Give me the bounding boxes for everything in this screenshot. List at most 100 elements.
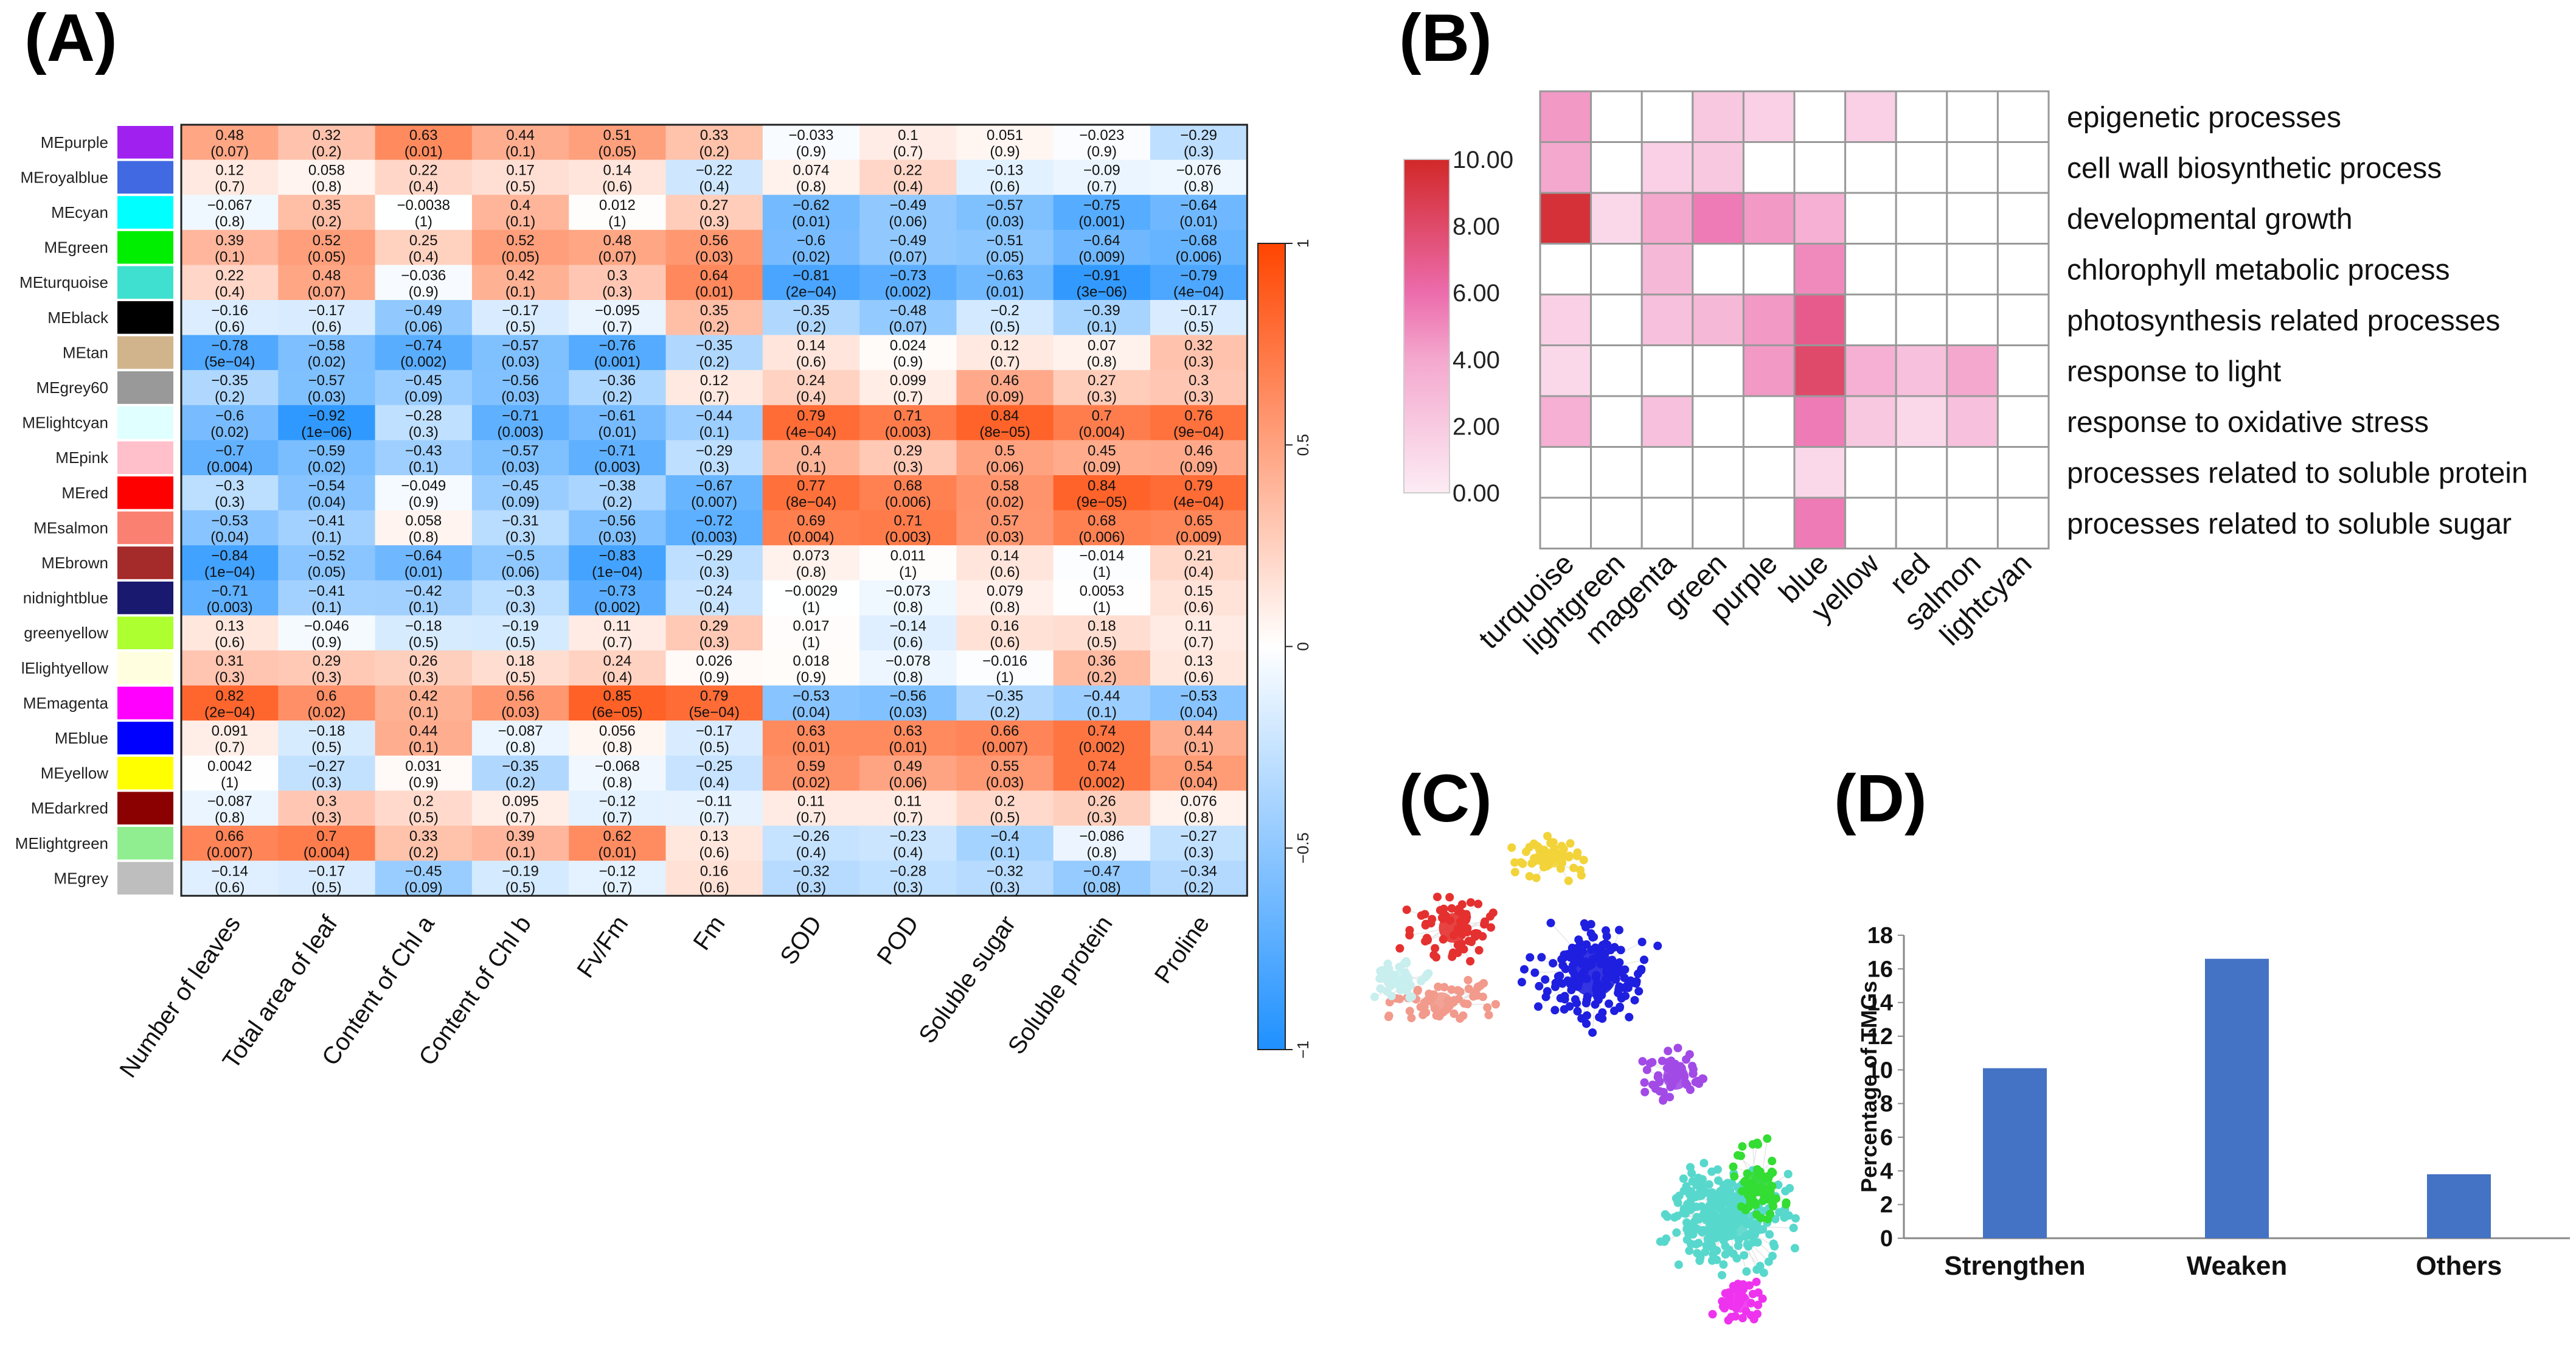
network-node [1384, 1012, 1393, 1022]
network-node [1754, 1140, 1763, 1149]
heatmap-cell [1053, 860, 1151, 896]
cell-pvalue: (1) [415, 214, 432, 230]
heatmap-cell [569, 125, 666, 161]
network-node [1625, 1012, 1634, 1022]
network-node [1449, 1009, 1459, 1018]
enrichment-cell [1692, 344, 1745, 397]
cell-correlation: 0.63 [894, 723, 922, 739]
cell-pvalue: (0.3) [699, 564, 729, 580]
cell-pvalue: (0.5) [505, 669, 535, 686]
cell-correlation: 0.018 [793, 653, 829, 669]
cell-correlation: −0.076 [1176, 162, 1221, 179]
network-node [1614, 925, 1623, 935]
heatmap-cell [859, 860, 957, 896]
network-node [1401, 957, 1411, 966]
enrichment-cell [1742, 395, 1796, 448]
enrichment-cell [1742, 141, 1796, 194]
cell-correlation: 0.77 [797, 478, 825, 494]
heatmap-cell [1150, 125, 1248, 161]
network-node [1566, 839, 1575, 848]
category-label: Weaken [2187, 1251, 2288, 1281]
heatmap-cell [859, 545, 957, 581]
network-node [1765, 1230, 1774, 1239]
cell-pvalue: (0.5) [311, 739, 341, 756]
heatmap-cell [569, 300, 666, 336]
heatmap-cell [375, 545, 473, 581]
cell-correlation: 0.32 [1184, 338, 1213, 354]
cell-correlation: 0.058 [308, 162, 345, 179]
y-tick-label: 2 [1880, 1193, 1893, 1218]
cell-correlation: 0.31 [215, 653, 244, 669]
heatmap-cell [569, 720, 666, 756]
category-label: Strengthen [1944, 1251, 2085, 1281]
cell-correlation: 0.14 [797, 338, 825, 354]
cell-pvalue: (0.3) [1087, 809, 1117, 826]
heatmap-cell [762, 475, 860, 511]
network-node [1640, 1078, 1649, 1087]
cell-correlation: 0.22 [409, 162, 438, 179]
cell-pvalue: (0.9) [893, 354, 923, 371]
network-node [1453, 941, 1462, 950]
network-node [1483, 1003, 1492, 1012]
cell-pvalue: (0.06) [889, 775, 927, 791]
enrichment-cell [1742, 497, 1796, 549]
heatmap-cell [665, 265, 763, 301]
cell-pvalue: (0.03) [308, 389, 346, 405]
cell-pvalue: (0.7) [699, 389, 729, 405]
heatmap-cell [762, 860, 860, 896]
enrichment-cell [1742, 344, 1796, 397]
cell-pvalue: (0.3) [505, 529, 535, 546]
cell-correlation: −0.35 [696, 338, 733, 354]
cell-correlation: −0.32 [987, 863, 1024, 880]
cell-correlation: −0.046 [304, 618, 349, 634]
module-color-swatch [117, 511, 173, 545]
go-term-label: photosynthesis related processes [2067, 305, 2500, 337]
heatmap-cell [569, 755, 666, 791]
network-node [1662, 1234, 1671, 1243]
heatmap-cell [278, 300, 376, 336]
cell-pvalue: (0.1) [796, 459, 826, 475]
cell-correlation: 0.36 [1088, 653, 1116, 669]
heatmap-cell [859, 229, 957, 265]
cell-pvalue: (0.009) [1078, 249, 1125, 265]
cell-correlation: 0.48 [313, 267, 341, 284]
heatmap-cell [375, 440, 473, 476]
trait-column-label: POD [872, 911, 924, 969]
cell-correlation: −0.61 [599, 408, 636, 424]
cell-correlation: −0.17 [502, 302, 539, 319]
heatmap-cell [1053, 790, 1151, 826]
heatmap-cell [665, 615, 763, 651]
cell-correlation: 0.074 [793, 162, 829, 179]
cell-pvalue: (0.01) [695, 284, 734, 300]
network-node [1433, 893, 1442, 902]
cell-pvalue: (0.4) [796, 845, 826, 861]
cell-pvalue: (0.7) [215, 179, 245, 195]
heatmap-cell [762, 229, 860, 265]
heatmap-cell [569, 475, 666, 511]
cell-correlation: 0.85 [603, 688, 631, 705]
cell-correlation: −0.35 [502, 758, 539, 775]
cell-correlation: −0.73 [599, 583, 636, 599]
network-node [1581, 998, 1591, 1008]
cell-correlation: −0.11 [696, 793, 732, 809]
network-node [1549, 959, 1558, 968]
network-node [1682, 1182, 1691, 1191]
network-node [1564, 876, 1573, 885]
cell-pvalue: (0.04) [308, 494, 346, 510]
network-node [1780, 1213, 1789, 1222]
network-cluster-red [1395, 893, 1498, 966]
heatmap-cell [375, 650, 473, 686]
cell-correlation: 0.51 [603, 127, 631, 144]
heatmap-cell [181, 545, 279, 581]
network-node [1701, 1247, 1710, 1256]
enrichment-cell [1946, 395, 1999, 448]
cell-pvalue: (0.01) [598, 845, 636, 861]
cell-pvalue: (0.003) [498, 424, 544, 441]
cell-correlation: 0.056 [599, 723, 636, 739]
cell-correlation: −0.13 [987, 162, 1024, 179]
cell-pvalue: (0.4) [893, 179, 923, 195]
heatmap-cell [471, 860, 569, 896]
module-label: MEcyan [51, 203, 108, 221]
cell-pvalue: (0.05) [598, 144, 636, 160]
cell-pvalue: (0.07) [308, 284, 346, 300]
